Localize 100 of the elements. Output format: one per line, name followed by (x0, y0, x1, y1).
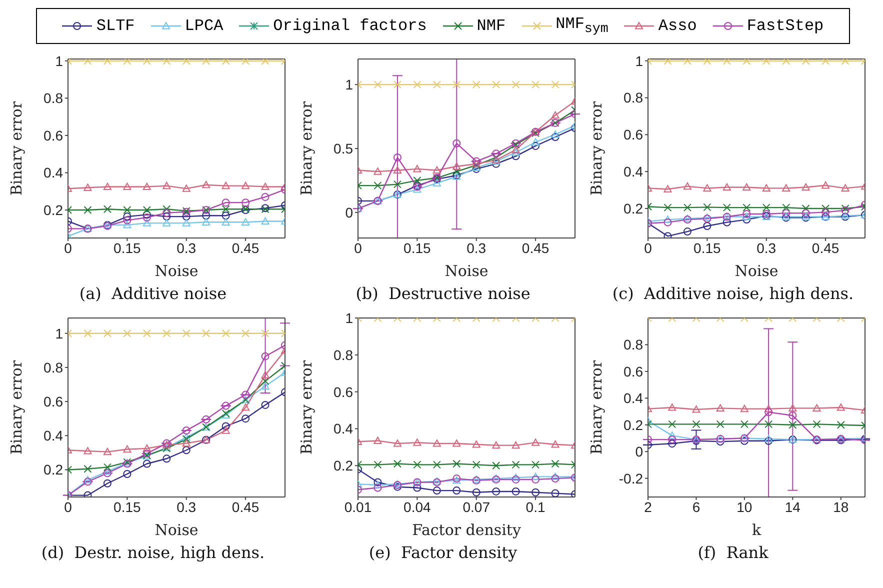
point (452, 460, 461, 468)
y-tick-label: 0 (635, 444, 644, 460)
point (668, 436, 676, 444)
point (716, 420, 724, 428)
point (788, 404, 797, 412)
point (703, 184, 712, 192)
point (84, 446, 92, 454)
point (703, 59, 712, 65)
point (182, 446, 190, 454)
point (162, 205, 171, 214)
x-tick-label: 0.45 (232, 240, 260, 256)
point (492, 462, 500, 470)
legend-label: Original factors (273, 17, 427, 35)
point (413, 164, 422, 172)
x-tick-label: 0.15 (114, 240, 142, 256)
point (683, 228, 692, 236)
point (123, 216, 132, 224)
point (512, 152, 520, 160)
point (683, 182, 692, 190)
y-axis-title: Binary error (587, 360, 606, 455)
y-tick-label: 0.8 (624, 336, 644, 353)
point (162, 59, 171, 65)
point (452, 439, 461, 447)
point (802, 183, 810, 191)
point (782, 59, 790, 65)
y-tick-label: 0.2 (334, 458, 354, 474)
point (716, 404, 724, 412)
legend-label: NMF$_{sym}$ (556, 14, 608, 38)
point (162, 208, 171, 217)
point (532, 80, 540, 89)
legend-label: LPCA (184, 17, 224, 35)
x-tick-label: 0.04 (404, 498, 432, 515)
y-tick-label: 0.4 (44, 428, 64, 444)
x-tick-label: 0.3 (466, 240, 486, 256)
point (742, 183, 751, 191)
point (123, 445, 132, 453)
point (722, 183, 731, 191)
text: (b) Destructive noise (356, 284, 530, 303)
point (472, 488, 480, 496)
point (822, 204, 830, 212)
text: (a) Additive noise (79, 284, 227, 303)
point (492, 487, 500, 496)
x-tick-label: 2 (644, 498, 652, 515)
point (716, 438, 724, 446)
point (742, 204, 751, 212)
x-axis-title: Noise (734, 262, 778, 280)
point (393, 153, 402, 162)
point (812, 420, 821, 428)
point (551, 80, 560, 89)
point (551, 440, 560, 448)
point (103, 469, 112, 478)
text: (f) Rank (698, 543, 768, 562)
point (802, 209, 810, 218)
point (222, 402, 230, 410)
point (103, 59, 112, 65)
point (551, 472, 560, 480)
x-tick-label: 0.45 (522, 240, 550, 256)
point (788, 412, 797, 420)
y-axis-title: Binary error (297, 100, 316, 196)
point (182, 426, 190, 435)
point (123, 470, 132, 478)
point (261, 400, 270, 409)
point (822, 59, 830, 65)
point (162, 182, 171, 190)
point (261, 217, 270, 225)
point (261, 371, 270, 378)
point (182, 184, 190, 192)
point (182, 59, 190, 65)
point (413, 460, 422, 469)
point (182, 212, 190, 221)
text: (c) Additive noise, high dens. (612, 284, 854, 303)
point (692, 420, 700, 428)
y-tick-label: 0 (345, 204, 354, 220)
point (123, 220, 132, 228)
point (202, 59, 210, 65)
point (692, 406, 700, 413)
point (202, 218, 210, 226)
point (841, 59, 850, 65)
point (432, 179, 441, 186)
point (242, 218, 250, 226)
point (683, 59, 692, 65)
point (413, 438, 422, 446)
point (722, 59, 731, 65)
point (782, 209, 790, 218)
point (532, 475, 540, 484)
point (782, 204, 790, 212)
y-tick-label: 0.6 (44, 394, 64, 410)
point (103, 182, 112, 190)
point (162, 212, 171, 221)
point (452, 168, 461, 176)
point (84, 491, 92, 497)
point (261, 329, 270, 338)
point (103, 448, 112, 456)
point (393, 180, 402, 188)
point (393, 439, 402, 447)
point (722, 204, 731, 212)
point (551, 111, 560, 119)
point (202, 415, 210, 424)
point (413, 185, 422, 193)
y-tick-label: 0.6 (44, 127, 64, 144)
